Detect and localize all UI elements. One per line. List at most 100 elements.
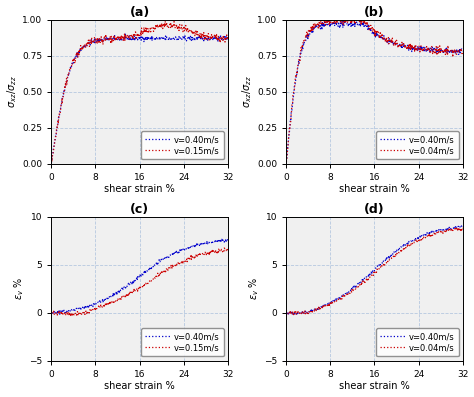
- v=0.40m/s: [133, 37, 138, 42]
- v=0.04m/s: [324, 13, 330, 18]
- v=0.40m/s: [154, 261, 160, 266]
- X-axis label: shear strain %: shear strain %: [339, 382, 410, 391]
- v=0.15m/s: [68, 314, 74, 319]
- v=0.04m/s: [369, 27, 374, 32]
- v=0.40m/s: [225, 38, 231, 42]
- v=0.15m/s: [48, 160, 54, 164]
- v=0.40m/s: [460, 225, 465, 229]
- v=0.40m/s: [221, 34, 227, 39]
- v=0.04m/s: [389, 256, 394, 261]
- v=0.40m/s: [154, 35, 160, 40]
- v=0.04m/s: [283, 310, 289, 314]
- Legend: v=0.40m/s, v=0.15m/s: v=0.40m/s, v=0.15m/s: [141, 131, 224, 159]
- v=0.40m/s: [379, 261, 385, 266]
- v=0.40m/s: [456, 225, 462, 230]
- v=0.40m/s: [144, 38, 150, 42]
- v=0.15m/s: [225, 35, 231, 40]
- v=0.40m/s: [133, 278, 138, 282]
- v=0.40m/s: [219, 237, 225, 242]
- v=0.15m/s: [163, 19, 168, 24]
- Line: v=0.04m/s: v=0.04m/s: [286, 16, 463, 162]
- v=0.40m/s: [367, 27, 373, 32]
- Legend: v=0.40m/s, v=0.04m/s: v=0.40m/s, v=0.04m/s: [376, 328, 458, 357]
- v=0.15m/s: [154, 274, 160, 279]
- v=0.40m/s: [221, 240, 227, 245]
- Title: (b): (b): [364, 6, 385, 19]
- v=0.40m/s: [289, 312, 295, 317]
- v=0.04m/s: [283, 160, 289, 164]
- v=0.40m/s: [283, 312, 289, 316]
- v=0.15m/s: [154, 24, 159, 29]
- Y-axis label: $\sigma_{xz}/\sigma_{zz}$: $\sigma_{xz}/\sigma_{zz}$: [240, 75, 254, 108]
- Legend: v=0.40m/s, v=0.15m/s: v=0.40m/s, v=0.15m/s: [141, 328, 224, 357]
- v=0.15m/s: [134, 287, 139, 291]
- Line: v=0.04m/s: v=0.04m/s: [286, 227, 463, 314]
- v=0.40m/s: [225, 238, 231, 243]
- Line: v=0.15m/s: v=0.15m/s: [51, 21, 228, 162]
- Y-axis label: $\sigma_{xz}/\sigma_{zz}$: $\sigma_{xz}/\sigma_{zz}$: [6, 75, 19, 108]
- Title: (d): (d): [364, 202, 385, 216]
- v=0.15m/s: [133, 36, 139, 40]
- v=0.40m/s: [389, 253, 394, 258]
- v=0.40m/s: [456, 52, 462, 56]
- v=0.04m/s: [454, 225, 460, 229]
- Line: v=0.40m/s: v=0.40m/s: [51, 34, 228, 163]
- v=0.04m/s: [460, 51, 465, 56]
- v=0.04m/s: [456, 51, 462, 56]
- v=0.40m/s: [48, 311, 54, 316]
- v=0.15m/s: [221, 249, 227, 253]
- v=0.40m/s: [283, 159, 289, 164]
- v=0.04m/s: [428, 44, 434, 49]
- v=0.40m/s: [460, 49, 465, 54]
- Line: v=0.40m/s: v=0.40m/s: [286, 226, 463, 314]
- Legend: v=0.40m/s, v=0.04m/s: v=0.40m/s, v=0.04m/s: [376, 131, 458, 159]
- v=0.40m/s: [428, 231, 434, 235]
- v=0.04m/s: [389, 37, 394, 42]
- v=0.15m/s: [132, 31, 138, 36]
- v=0.15m/s: [193, 33, 199, 37]
- v=0.40m/s: [122, 32, 128, 37]
- v=0.40m/s: [134, 36, 139, 41]
- X-axis label: shear strain %: shear strain %: [339, 184, 410, 195]
- v=0.15m/s: [133, 287, 138, 291]
- Title: (c): (c): [130, 202, 149, 216]
- v=0.40m/s: [144, 269, 150, 274]
- X-axis label: shear strain %: shear strain %: [104, 184, 175, 195]
- v=0.15m/s: [221, 36, 227, 41]
- v=0.40m/s: [428, 46, 434, 51]
- v=0.04m/s: [460, 226, 465, 231]
- Line: v=0.15m/s: v=0.15m/s: [51, 248, 228, 316]
- v=0.04m/s: [291, 312, 296, 317]
- v=0.40m/s: [134, 276, 139, 281]
- v=0.04m/s: [379, 264, 385, 269]
- Y-axis label: $\varepsilon_v$ %: $\varepsilon_v$ %: [247, 277, 261, 301]
- v=0.40m/s: [193, 35, 199, 40]
- X-axis label: shear strain %: shear strain %: [104, 382, 175, 391]
- v=0.04m/s: [369, 273, 374, 278]
- v=0.40m/s: [57, 312, 63, 316]
- v=0.04m/s: [428, 233, 434, 238]
- v=0.40m/s: [369, 268, 374, 273]
- v=0.15m/s: [193, 254, 199, 259]
- v=0.04m/s: [367, 24, 373, 29]
- v=0.15m/s: [225, 247, 231, 252]
- v=0.40m/s: [342, 18, 347, 23]
- v=0.40m/s: [389, 40, 394, 44]
- v=0.04m/s: [456, 227, 462, 232]
- v=0.04m/s: [367, 274, 373, 279]
- Line: v=0.40m/s: v=0.40m/s: [51, 239, 228, 314]
- v=0.40m/s: [367, 271, 373, 276]
- v=0.40m/s: [458, 224, 464, 228]
- v=0.40m/s: [193, 242, 199, 247]
- v=0.15m/s: [48, 310, 54, 315]
- Title: (a): (a): [129, 6, 150, 19]
- v=0.40m/s: [48, 160, 54, 165]
- Line: v=0.40m/s: v=0.40m/s: [286, 21, 463, 162]
- v=0.04m/s: [379, 31, 385, 36]
- v=0.15m/s: [144, 281, 150, 286]
- v=0.15m/s: [144, 27, 150, 32]
- v=0.15m/s: [221, 246, 227, 251]
- v=0.40m/s: [369, 29, 374, 34]
- Y-axis label: $\varepsilon_v$ %: $\varepsilon_v$ %: [12, 277, 26, 301]
- v=0.40m/s: [379, 35, 385, 40]
